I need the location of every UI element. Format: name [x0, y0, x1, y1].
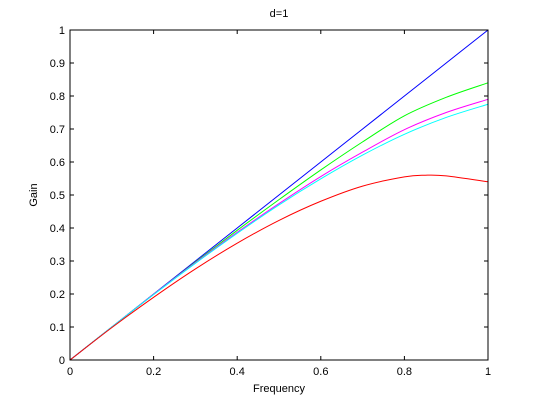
- x-tick-label: 0.6: [313, 366, 328, 378]
- x-tick-label: 1: [485, 366, 491, 378]
- y-tick-label: 0.9: [50, 58, 65, 70]
- x-tick-label: 0.2: [146, 366, 161, 378]
- series-line-5: [69, 174, 489, 361]
- y-tick-label: 0.4: [50, 223, 65, 235]
- y-axis-label: Gain: [28, 183, 40, 206]
- chart-title: d=1: [270, 8, 289, 20]
- y-tick-label: 0.7: [50, 124, 65, 136]
- y-tick-label: 1: [59, 25, 65, 37]
- series-line-4: [69, 103, 489, 361]
- y-tick-label: 0.3: [50, 256, 65, 268]
- y-tick-label: 0.1: [50, 322, 65, 334]
- x-tick-label: 0: [67, 366, 73, 378]
- x-tick-label: 0.8: [397, 366, 412, 378]
- y-tick-label: 0.2: [50, 289, 65, 301]
- series-layer: [69, 29, 489, 361]
- y-tick-label: 0.8: [50, 91, 65, 103]
- x-tick-label: 0.4: [230, 366, 245, 378]
- x-axis: 0 0.2 0.4 0.6 0.8 1: [67, 30, 491, 378]
- y-tick-label: 0: [59, 355, 65, 367]
- y-axis: 0 0.1 0.2 0.3 0.4 0.5 0.6 0.7 0.8 0.9 1: [50, 25, 488, 367]
- y-tick-label: 0.6: [50, 157, 65, 169]
- x-axis-label: Frequency: [253, 383, 305, 395]
- y-tick-label: 0.5: [50, 190, 65, 202]
